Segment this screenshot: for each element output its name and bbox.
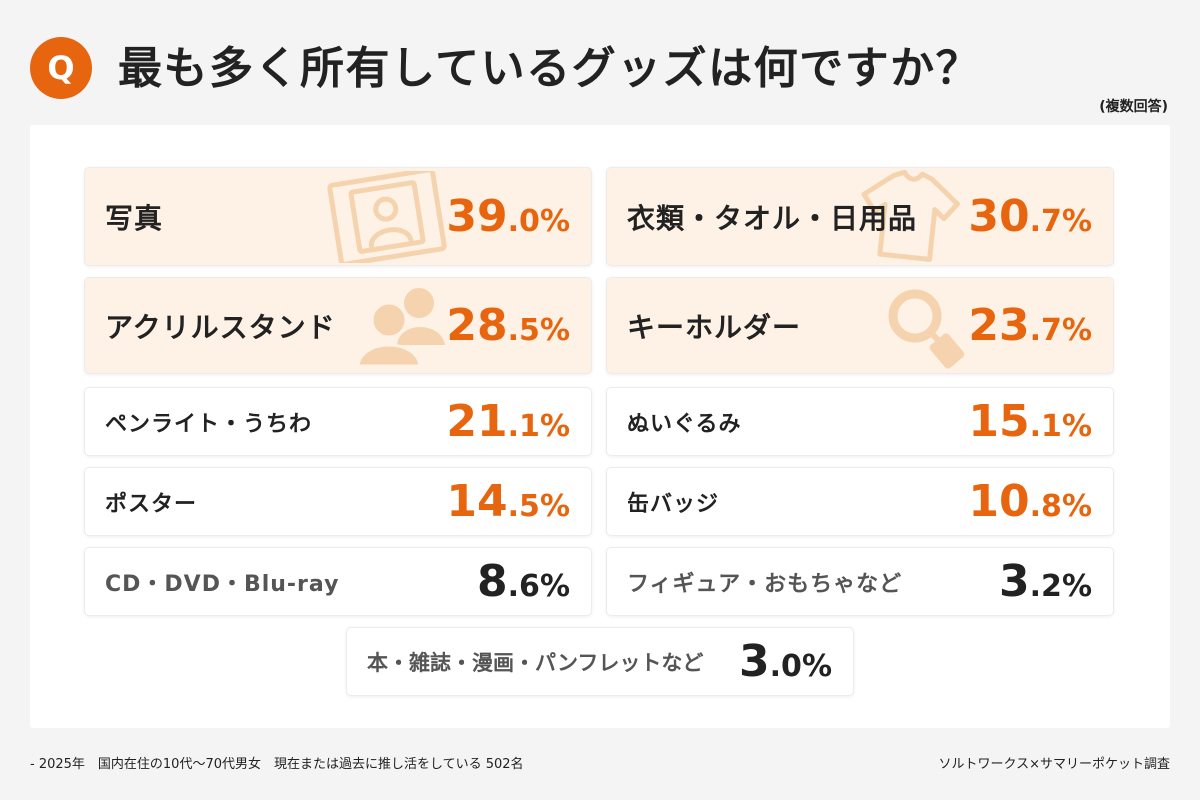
item-label: 衣類・タオル・日用品 <box>627 201 918 235</box>
percent-integer: 39 <box>446 190 508 242</box>
percent-integer: 14 <box>446 475 508 527</box>
percent-integer: 15 <box>968 395 1030 447</box>
percent-unit: % <box>539 408 570 444</box>
item-label: アクリルスタンド <box>105 310 336 344</box>
page-title: 最も多く所有しているグッズは何ですか？ <box>118 43 982 94</box>
percent-value: 3.0% <box>739 639 832 684</box>
percent-unit: % <box>1061 203 1092 239</box>
result-card-poster: ポスター 14.5% <box>85 468 591 535</box>
result-card-books: 本・雑誌・漫画・パンフレットなど 3.0% <box>347 628 853 695</box>
percent-value: 39.0% <box>446 194 570 239</box>
percent-decimal: .1 <box>507 408 540 444</box>
percent-unit: % <box>1061 568 1092 604</box>
item-label: ポスター <box>105 491 198 517</box>
result-card-can-badge: 缶バッジ 10.8% <box>607 468 1113 535</box>
percent-value: 30.7% <box>968 194 1092 239</box>
percent-decimal: .1 <box>1029 408 1062 444</box>
percent-integer: 28 <box>446 299 508 351</box>
result-card-photo: 写真 39.0% <box>85 168 591 265</box>
percent-decimal: .0 <box>769 648 802 684</box>
result-card-keychain: キーホルダー 23.7% <box>607 278 1113 373</box>
percent-unit: % <box>1061 312 1092 348</box>
percent-decimal: .0 <box>507 203 540 239</box>
percent-unit: % <box>539 568 570 604</box>
percent-value: 23.7% <box>968 303 1092 348</box>
percent-value: 28.5% <box>446 303 570 348</box>
percent-value: 3.2% <box>999 559 1092 604</box>
percent-decimal: .5 <box>507 488 540 524</box>
keychain-icon <box>888 289 965 369</box>
percent-unit: % <box>539 488 570 524</box>
item-label: フィギュア・おもちゃなど <box>627 571 903 597</box>
result-card-clothing: 衣類・タオル・日用品 30.7% <box>607 168 1113 265</box>
item-label: キーホルダー <box>627 310 802 344</box>
percent-decimal: .6 <box>507 568 540 604</box>
people-icon <box>356 288 445 367</box>
percent-integer: 3 <box>999 555 1030 607</box>
percent-integer: 30 <box>968 190 1030 242</box>
survey-info: - 2025年 国内在住の10代〜70代男女 現在または過去に推し活をしている … <box>30 757 524 772</box>
percent-decimal: .5 <box>507 312 540 348</box>
percent-unit: % <box>1061 488 1092 524</box>
percent-unit: % <box>801 648 832 684</box>
t-shirt-icon <box>861 169 961 262</box>
percent-integer: 8 <box>477 555 508 607</box>
percent-value: 21.1% <box>446 399 570 444</box>
result-card-acrylic-stand: アクリルスタンド 28.5% <box>85 278 591 373</box>
item-label: ぬいぐるみ <box>627 411 742 437</box>
percent-unit: % <box>1061 408 1092 444</box>
photo-icon <box>327 171 447 263</box>
result-card-figure: フィギュア・おもちゃなど 3.2% <box>607 548 1113 615</box>
percent-value: 10.8% <box>968 479 1092 524</box>
question-badge: Q <box>30 37 92 99</box>
result-card-penlight: ペンライト・うちわ 21.1% <box>85 388 591 455</box>
percent-value: 8.6% <box>477 559 570 604</box>
percent-integer: 3 <box>739 635 770 687</box>
percent-decimal: .2 <box>1029 568 1062 604</box>
percent-value: 14.5% <box>446 479 570 524</box>
item-label: 缶バッジ <box>627 491 720 517</box>
result-card-cd-dvd: CD・DVD・Blu-ray 8.6% <box>85 548 591 615</box>
percent-integer: 10 <box>968 475 1030 527</box>
percent-unit: % <box>539 312 570 348</box>
percent-decimal: .8 <box>1029 488 1062 524</box>
item-label: CD・DVD・Blu-ray <box>105 571 340 597</box>
item-label: 本・雑誌・漫画・パンフレットなど <box>367 650 704 675</box>
percent-decimal: .7 <box>1029 312 1062 348</box>
percent-value: 15.1% <box>968 399 1092 444</box>
percent-decimal: .7 <box>1029 203 1062 239</box>
multiple-answer-note: (複数回答) <box>1099 99 1168 115</box>
result-card-plush: ぬいぐるみ 15.1% <box>607 388 1113 455</box>
percent-integer: 21 <box>446 395 508 447</box>
percent-integer: 23 <box>968 299 1030 351</box>
item-label: 写真 <box>105 201 164 235</box>
item-label: ペンライト・うちわ <box>105 411 313 437</box>
survey-source: ソルトワークス×サマリーポケット調査 <box>938 757 1170 772</box>
percent-unit: % <box>539 203 570 239</box>
